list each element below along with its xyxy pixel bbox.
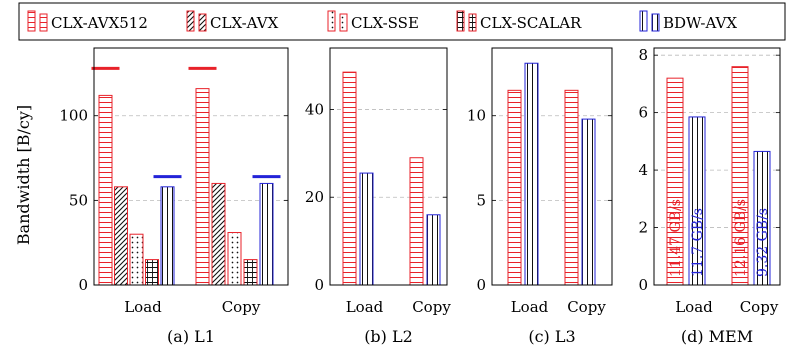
legend-label-clx-avx: CLX-AVX (210, 14, 279, 32)
bar-clx-sse-copy (227, 232, 242, 286)
bar-bdw-avx-load (359, 172, 374, 286)
y-tick-label: 100 (59, 107, 88, 125)
bar-label-bdw-avx-load: 11.7 GB/s (690, 208, 706, 277)
x-tick-label-copy: Copy (740, 298, 779, 316)
bar-clx-avx512-copy (195, 88, 210, 286)
legend-swatch-clx-avx (186, 10, 195, 32)
panel-b-l2: 0 20 40 Load Copy (b) L2 (305, 47, 451, 346)
panel-d-mem: 0 2 4 6 8 11.47 GB/s 11.7 GB/s Load 12.16 GB/s 9.… (638, 46, 781, 346)
panel-caption: (c) L3 (528, 327, 575, 346)
y-tick-label: 5 (476, 191, 486, 209)
legend-swatch-bdw-avx-b (651, 13, 660, 32)
legend-swatch-clx-avx512 (27, 10, 36, 32)
legend-swatch-clx-scalar-b (468, 13, 477, 32)
x-tick-label-copy: Copy (567, 298, 606, 316)
x-tick-label-load: Load (124, 298, 162, 316)
bar-clx-avx512-copy (409, 157, 424, 286)
legend-swatch-clx-sse (327, 10, 336, 32)
legend-swatch-bdw-avx (639, 10, 648, 32)
axis-frame (653, 47, 781, 286)
legend-swatch-clx-sse-b (339, 13, 348, 32)
legend-label-clx-scalar: CLX-SCALAR (480, 14, 582, 32)
axis-frame (329, 47, 448, 286)
y-tick-label: 6 (638, 104, 648, 122)
legend-swatch-clx-scalar (456, 10, 465, 32)
axis-frame (93, 47, 289, 286)
y-tick-label: 0 (78, 276, 88, 294)
bar-bdw-avx-copy (259, 182, 274, 286)
bar-clx-avx512-load (342, 71, 357, 286)
legend-swatch-clx-avx512-b (39, 13, 48, 32)
panel-caption: (d) MEM (681, 327, 753, 346)
y-tick-label: 4 (638, 161, 648, 179)
bar-clx-sse-load (129, 233, 144, 286)
x-tick-label-copy: Copy (412, 298, 451, 316)
bar-label-clx-avx512-copy: 12.16 GB/s (733, 199, 749, 277)
legend-label-bdw-avx: BDW-AVX (663, 14, 737, 32)
x-tick-label-load: Load (346, 298, 384, 316)
bar-clx-scalar-load (145, 259, 159, 286)
y-tick-label: 50 (69, 191, 88, 209)
bar-bdw-avx-copy (581, 118, 596, 286)
bar-clx-avx512-copy (564, 89, 579, 286)
y-tick-label: 8 (638, 46, 648, 64)
panel-caption: (a) L1 (167, 327, 215, 346)
bar-label-bdw-avx-copy: 9.32 GB/s (755, 208, 771, 277)
bar-clx-avx-copy (211, 182, 226, 286)
bar-bdw-avx-load (160, 186, 175, 286)
y-tick-label: 20 (305, 188, 324, 206)
y-tick-label: 0 (638, 276, 648, 294)
panel-c-l3: 0 5 10 Load Copy (c) L3 (467, 47, 613, 346)
y-tick-label: 0 (314, 276, 324, 294)
y-axis-label: Bandwidth [B/cy] (14, 105, 33, 245)
bar-clx-avx-load (114, 186, 128, 286)
y-tick-label: 40 (305, 100, 324, 118)
bar-clx-avx512-load (507, 89, 522, 286)
legend-swatch-clx-avx-b (198, 13, 207, 32)
bar-clx-scalar-copy (243, 259, 258, 286)
bar-bdw-avx-copy (426, 214, 441, 286)
legend-label-clx-sse: CLX-SSE (351, 14, 419, 32)
bar-label-clx-avx512-load: 11.47 GB/s (668, 199, 684, 277)
x-tick-label-load: Load (511, 298, 549, 316)
y-tick-label: 2 (638, 219, 648, 237)
legend-label-clx-avx512: CLX-AVX512 (51, 14, 148, 32)
legend: CLX-AVX512 CLX-AVX CLX-SSE CLX-SCALAR BDW-AV… (18, 2, 786, 41)
x-tick-label-load: Load (675, 298, 713, 316)
y-tick-label: 0 (476, 276, 486, 294)
y-tick-label: 10 (467, 107, 486, 125)
bar-bdw-avx-load (524, 62, 539, 286)
panel-a-l1: 0 50 100 Load Copy (a) L1 (59, 47, 289, 346)
panel-caption: (b) L2 (364, 327, 413, 346)
bar-clx-avx512-load (98, 94, 113, 286)
x-tick-label-copy: Copy (222, 298, 261, 316)
axis-frame (491, 47, 613, 286)
